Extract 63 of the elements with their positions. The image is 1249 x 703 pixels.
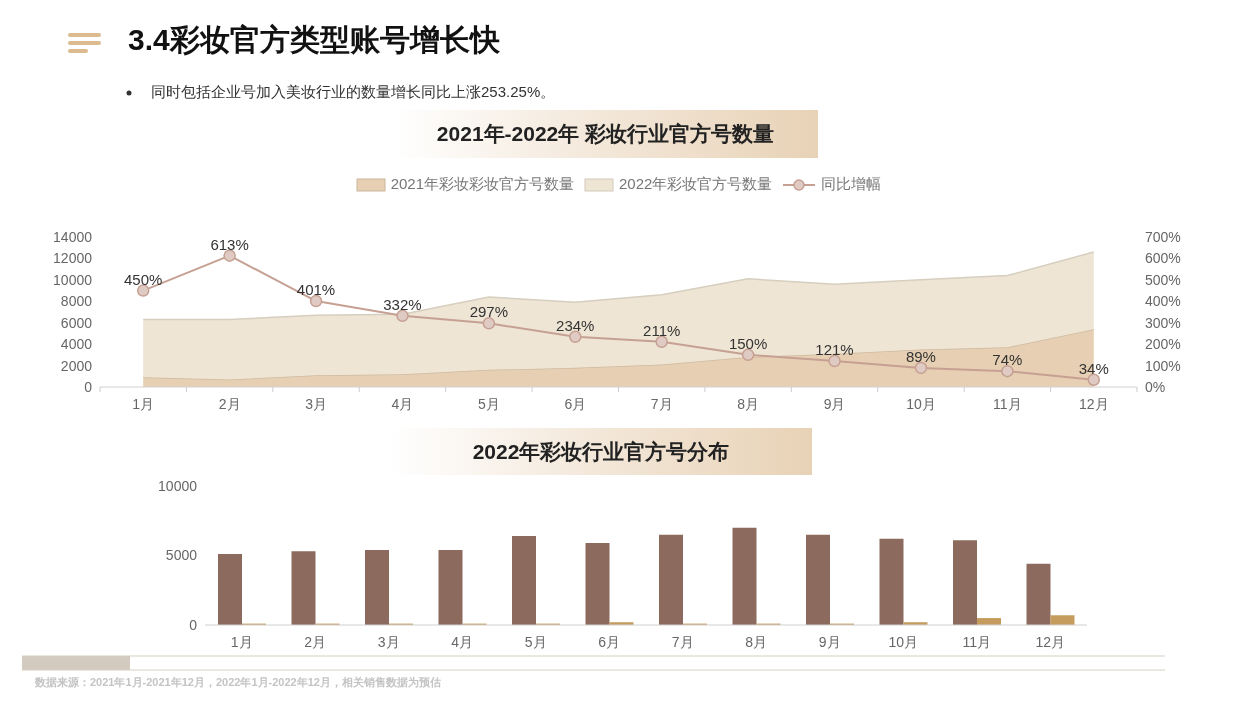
data-label: 211% <box>643 321 681 339</box>
y2-tick-label: 400% <box>1145 293 1181 310</box>
x-tick-label: 10月 <box>906 396 936 412</box>
data-label: 74% <box>992 351 1023 369</box>
x-tick-label: 9月 <box>818 634 841 650</box>
x-tick-label: 6月 <box>598 634 621 650</box>
x-tick-label: 8月 <box>737 396 760 412</box>
data-label: 450% <box>124 270 163 288</box>
chart-title: 2021年-2022年 彩妆行业官方号数量 <box>436 121 775 147</box>
y2-tick-label: 700% <box>1145 228 1181 245</box>
y-tick-label: 12000 <box>53 250 93 267</box>
y-tick-label: 0 <box>84 378 93 395</box>
x-tick-label: 3月 <box>377 634 400 650</box>
data-label: 121% <box>815 341 854 359</box>
x-tick-label: 2月 <box>218 396 241 412</box>
x-tick-label: 8月 <box>745 634 768 650</box>
x-tick-label: 7月 <box>650 396 673 412</box>
chart-title: 2022年彩妆行业官方号分布 <box>472 438 730 465</box>
y-tick-label: 6000 <box>60 314 93 331</box>
legend-label: 2022年彩妆官方号数量 <box>619 175 773 194</box>
x-tick-label: 3月 <box>305 396 327 412</box>
y2-tick-label: 500% <box>1145 271 1181 288</box>
text: 同时包括企业号加入美妆行业的数量增长同比上涨253.25%。 <box>151 83 556 100</box>
x-tick-label: 12月 <box>1079 396 1109 412</box>
x-tick-label: 10月 <box>888 634 919 650</box>
y-tick-label: 2000 <box>60 357 93 374</box>
x-tick-label: 4月 <box>451 634 474 650</box>
x-tick-label: 1月 <box>132 396 155 412</box>
data-label: 613% <box>210 235 249 253</box>
y-tick-label: 10000 <box>53 271 93 288</box>
y-tick-label: 4000 <box>60 336 93 353</box>
x-tick-label: 1月 <box>230 634 253 650</box>
x-tick-label: 11月 <box>993 396 1022 412</box>
x-tick-label: 5月 <box>524 634 547 650</box>
x-tick-label: 11月 <box>962 634 992 650</box>
data-label: 34% <box>1078 359 1109 377</box>
x-tick-label: 12月 <box>1035 634 1066 650</box>
y-tick-label: 14000 <box>53 228 93 245</box>
x-tick-label: 4月 <box>391 396 414 412</box>
data-label: 234% <box>556 316 595 334</box>
legend-label: 2021年彩妆彩妆官方号数量 <box>390 175 574 194</box>
x-tick-label: 7月 <box>671 634 694 650</box>
y-tick-label: 0 <box>189 616 198 633</box>
x-tick-label: 5月 <box>477 396 500 412</box>
y-tick-label: 8000 <box>60 293 93 310</box>
data-label: 150% <box>728 334 768 352</box>
data-label: 89% <box>905 347 936 365</box>
data-label: 332% <box>383 295 422 313</box>
y2-tick-label: 0% <box>1145 378 1166 395</box>
data-label: 297% <box>469 303 509 321</box>
y-tick-label: 10000 <box>158 477 198 494</box>
y2-tick-label: 200% <box>1145 336 1181 353</box>
data-label: 401% <box>296 281 336 299</box>
y-tick-label: 5000 <box>165 547 198 564</box>
legend-label: 同比增幅 <box>821 175 882 194</box>
y2-tick-label: 600% <box>1145 250 1181 267</box>
source-note: 数据来源：2021年1月-2021年12月，2022年1月-2022年12月，相关销售数据为预估 <box>35 676 441 688</box>
x-tick-label: 9月 <box>823 396 846 412</box>
text: 3.4彩妆官方类型账号增长快 <box>128 23 500 56</box>
y2-tick-label: 300% <box>1145 314 1181 331</box>
y2-tick-label: 100% <box>1145 357 1181 374</box>
x-tick-label: 6月 <box>564 396 587 412</box>
x-tick-label: 2月 <box>304 634 327 650</box>
